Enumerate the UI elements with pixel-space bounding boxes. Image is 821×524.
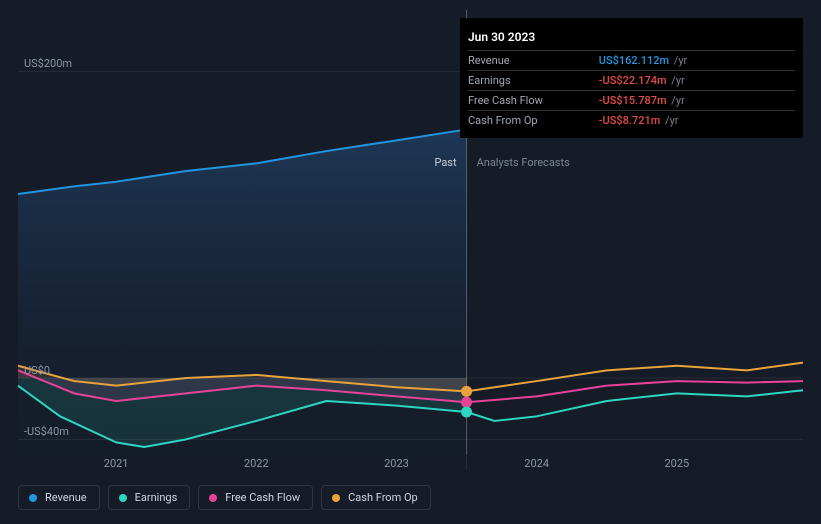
x-tick-label: 2023 <box>384 457 409 470</box>
y-tick-label: US$200m <box>24 57 72 70</box>
legend-label: Revenue <box>45 491 87 504</box>
x-tick-label: 2022 <box>244 457 269 470</box>
tooltip-panel: Jun 30 2023 RevenueUS$162.112m /yrEarnin… <box>460 18 803 138</box>
x-tick-label: 2025 <box>664 457 689 470</box>
tooltip-row-unit: /yr <box>671 54 687 67</box>
legend-item-fcf[interactable]: Free Cash Flow <box>198 485 313 510</box>
legend-dot-icon <box>209 494 217 502</box>
earnings-marker <box>462 408 471 417</box>
tooltip-row-label: Revenue <box>468 51 599 71</box>
tooltip-row-value: -US$15.787m <box>599 94 669 107</box>
legend-label: Earnings <box>135 491 178 504</box>
tooltip-row-label: Earnings <box>468 71 599 91</box>
tooltip-row-value-cell: -US$8.721m /yr <box>599 111 795 131</box>
y-tick-label: US$0 <box>24 364 50 377</box>
legend-dot-icon <box>332 494 340 502</box>
tooltip-row-label: Free Cash Flow <box>468 91 599 111</box>
tooltip-row-value-cell: -US$22.174m /yr <box>599 71 795 91</box>
tooltip-row-value: -US$8.721m <box>599 114 663 127</box>
tooltip-table: RevenueUS$162.112m /yrEarnings-US$22.174… <box>468 50 795 130</box>
legend-item-earnings[interactable]: Earnings <box>108 485 191 510</box>
tooltip-row: Free Cash Flow-US$15.787m /yr <box>468 91 795 111</box>
legend-label: Free Cash Flow <box>225 491 300 504</box>
forecast-label: Analysts Forecasts <box>477 156 570 169</box>
past-label: Past <box>434 156 456 169</box>
legend-dot-icon <box>29 494 37 502</box>
legend-row: Revenue Earnings Free Cash Flow Cash From O… <box>18 485 431 510</box>
tooltip-row-unit: /yr <box>669 74 685 87</box>
legend-item-revenue[interactable]: Revenue <box>18 485 100 510</box>
legend-item-cfo[interactable]: Cash From Op <box>321 485 431 510</box>
tooltip-row: Earnings-US$22.174m /yr <box>468 71 795 91</box>
cfo-marker <box>462 387 471 396</box>
tooltip-row-unit: /yr <box>662 114 678 127</box>
tooltip-row: RevenueUS$162.112m /yr <box>468 51 795 71</box>
tooltip-row-value: US$162.112m <box>599 54 671 67</box>
tooltip-row-value-cell: -US$15.787m /yr <box>599 91 795 111</box>
fcf-marker <box>462 398 471 407</box>
tooltip-row-value: -US$22.174m <box>599 74 669 87</box>
tooltip-date: Jun 30 2023 <box>468 26 795 50</box>
tooltip-row-unit: /yr <box>669 94 685 107</box>
y-tick-label: -US$40m <box>24 425 69 438</box>
legend-dot-icon <box>119 494 127 502</box>
x-tick-label: 2021 <box>104 457 129 470</box>
legend-label: Cash From Op <box>348 491 418 504</box>
tooltip-row-label: Cash From Op <box>468 111 599 131</box>
chart-container: US$200mUS$0-US$40m 20212022202320242025 … <box>0 0 821 524</box>
tooltip-row: Cash From Op-US$8.721m /yr <box>468 111 795 131</box>
tooltip-row-value-cell: US$162.112m /yr <box>599 51 795 71</box>
x-tick-label: 2024 <box>524 457 549 470</box>
